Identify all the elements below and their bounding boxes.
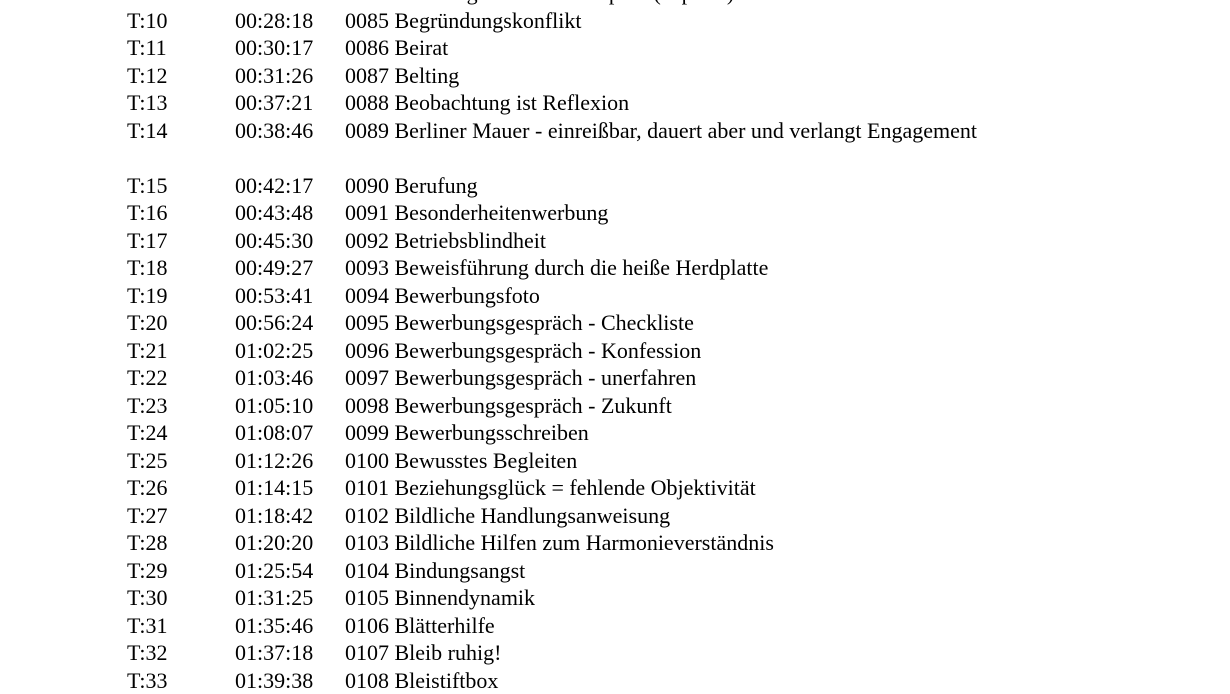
track-number: T:33 [127, 667, 167, 694]
track-title: 0086 Beirat [345, 34, 448, 62]
track-timestamp: 01:20:20 [235, 529, 313, 557]
track-timestamp: 01:02:25 [235, 337, 313, 365]
track-number: T:10 [127, 7, 167, 35]
track-row: T:23 01:05:10 0098 Bewerbungsgespräch - Zu… [0, 392, 1230, 420]
track-number: T:29 [127, 557, 167, 585]
track-row: T:12 00:31:26 0087 Belting [0, 62, 1230, 90]
track-number: T:17 [127, 227, 167, 255]
track-number: T:20 [127, 309, 167, 337]
track-row: T:29 01:25:54 0104 Bindungsangst [0, 557, 1230, 585]
track-row: T:24 01:08:07 0099 Bewerbungsschreiben [0, 419, 1230, 447]
track-number: T:12 [127, 62, 167, 90]
track-row: T:22 01:03:46 0097 Bewerbungsgespräch - un… [0, 364, 1230, 392]
track-timestamp: 00:49:27 [235, 254, 313, 282]
track-title: 0099 Bewerbungsschreiben [345, 419, 589, 447]
track-row: T:21 01:02:25 0096 Bewerbungsgespräch - Ko… [0, 337, 1230, 365]
track-title: 0093 Beweisführung durch die heiße Herdp… [345, 254, 768, 282]
track-title: 0091 Besonderheitenwerbung [345, 199, 608, 227]
track-timestamp: 00:28:18 [235, 7, 313, 35]
track-title: 0106 Blätterhilfe [345, 612, 495, 640]
track-number: T:19 [127, 282, 167, 310]
track-row: T:14 00:38:46 0089 Berliner Mauer - einrei… [0, 117, 1230, 172]
track-number: T:25 [127, 447, 167, 475]
track-title: 0107 Bleib ruhig! [345, 639, 501, 667]
track-title: 0096 Bewerbungsgespräch - Konfession [345, 337, 701, 365]
track-number: T:22 [127, 364, 167, 392]
track-number: T:30 [127, 584, 167, 612]
track-number: T:14 [127, 117, 167, 145]
track-number: T:26 [127, 474, 167, 502]
track-row: T:13 00:37:21 0088 Beobachtung ist Reflexi… [0, 89, 1230, 117]
track-timestamp: 00:53:41 [235, 282, 313, 310]
track-timestamp: 01:05:10 [235, 392, 313, 420]
track-title: 0087 Belting [345, 62, 459, 90]
track-row: T:30 01:31:25 0105 Binnendynamik [0, 584, 1230, 612]
track-title: 0094 Bewerbungsfoto [345, 282, 540, 310]
track-number: T:27 [127, 502, 167, 530]
track-timestamp: 00:43:48 [235, 199, 313, 227]
track-row: T:16 00:43:48 0091 Besonderheitenwerbung [0, 199, 1230, 227]
track-title: 0095 Bewerbungsgespräch - Checkliste [345, 309, 694, 337]
track-row: T:32 01:37:18 0107 Bleib ruhig! [0, 639, 1230, 667]
track-number: T:31 [127, 612, 167, 640]
track-number: T:11 [127, 34, 167, 62]
track-number: T:16 [127, 199, 167, 227]
track-title: 0088 Beobachtung ist Reflexion [345, 89, 629, 117]
track-row: T:31 01:35:46 0106 Blätterhilfe [0, 612, 1230, 640]
track-title: 0105 Binnendynamik [345, 584, 535, 612]
track-title: 0090 Berufung [345, 172, 478, 200]
track-timestamp: 00:31:26 [235, 62, 313, 90]
track-row: T:17 00:45:30 0092 Betriebsblindheit [0, 227, 1230, 255]
track-timestamp: 00:42:17 [235, 172, 313, 200]
track-timestamp: 01:03:46 [235, 364, 313, 392]
track-number: T:15 [127, 172, 167, 200]
track-title: 0085 Begründungskonflikt [345, 7, 582, 35]
track-timestamp: 01:31:25 [235, 584, 313, 612]
track-number: T:21 [127, 337, 167, 365]
track-timestamp: 01:25:54 [235, 557, 313, 585]
track-timestamp: 00:45:30 [235, 227, 313, 255]
track-row: T:19 00:53:41 0094 Bewerbungsfoto [0, 282, 1230, 310]
track-timestamp: 00:38:46 [235, 117, 313, 145]
track-timestamp: 00:37:21 [235, 89, 313, 117]
track-timestamp: 01:18:42 [235, 502, 313, 530]
track-timestamp: 00:30:17 [235, 34, 313, 62]
track-timestamp: 01:35:46 [235, 612, 313, 640]
track-timestamp: 01:39:38 [235, 667, 313, 694]
track-timestamp: 01:14:15 [235, 474, 313, 502]
track-timestamp: 01:12:26 [235, 447, 313, 475]
track-row: T:11 00:30:17 0086 Beirat [0, 34, 1230, 62]
track-title: 0102 Bildliche Handlungsanweisung [345, 502, 670, 530]
track-title: 0103 Bildliche Hilfen zum Harmonieverstä… [345, 529, 774, 557]
track-title: 0101 Beziehungsglück = fehlende Objektiv… [345, 474, 756, 502]
track-number: T:18 [127, 254, 167, 282]
track-title: 0098 Bewerbungsgespräch - Zukunft [345, 392, 672, 420]
track-row: T:15 00:42:17 0090 Berufung [0, 172, 1230, 200]
track-title: 0100 Bewusstes Begleiten [345, 447, 577, 475]
track-row: T:18 00:49:27 0093 Beweisführung durch die… [0, 254, 1230, 282]
track-row: T:33 01:39:38 0108 Bleistiftbox [0, 667, 1230, 694]
track-title: 0104 Bindungsangst [345, 557, 525, 585]
track-number: T:28 [127, 529, 167, 557]
track-number: T:24 [127, 419, 167, 447]
track-title: 0089 Berliner Mauer - einreißbar, dauert… [345, 117, 977, 145]
track-timestamp: 01:08:07 [235, 419, 313, 447]
track-timestamp: 01:37:18 [235, 639, 313, 667]
track-row: T:27 01:18:42 0102 Bildliche Handlungsanwe… [0, 502, 1230, 530]
track-timestamp: 00:56:24 [235, 309, 313, 337]
track-row: T:25 01:12:26 0100 Bewusstes Begleiten [0, 447, 1230, 475]
track-title: 0097 Bewerbungsgespräch - unerfahren [345, 364, 696, 392]
track-number: T:32 [127, 639, 167, 667]
track-row: T:26 01:14:15 0101 Beziehungsglück = fehle… [0, 474, 1230, 502]
track-title: 0108 Bleistiftbox [345, 667, 498, 694]
track-number: T:13 [127, 89, 167, 117]
track-row: T:28 01:20:20 0103 Bildliche Hilfen zum Ha… [0, 529, 1230, 557]
track-row: T:20 00:56:24 0095 Bewerbungsgespräch - Ch… [0, 309, 1230, 337]
track-title: 0092 Betriebsblindheit [345, 227, 546, 255]
track-number: T:23 [127, 392, 167, 420]
track-row: T:10 00:28:18 0085 Begründungskonflikt [0, 7, 1230, 35]
